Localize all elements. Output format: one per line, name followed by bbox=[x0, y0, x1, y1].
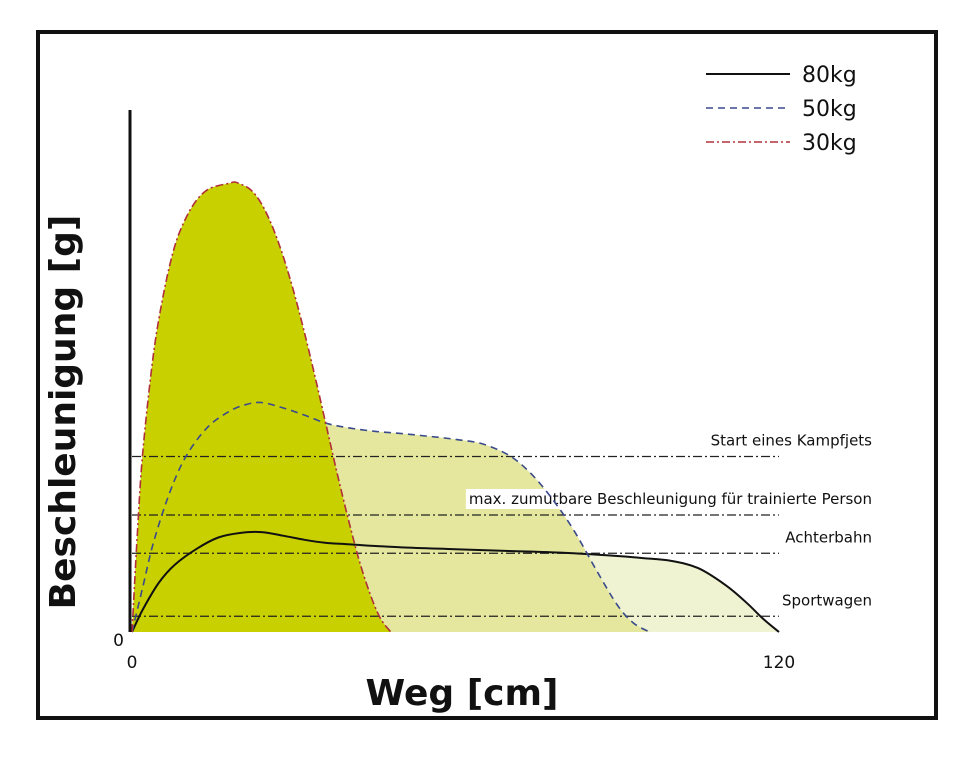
y-tick-0: 0 bbox=[113, 631, 124, 651]
series-line-80kg bbox=[131, 530, 780, 633]
x-axis-label: Weg [cm] bbox=[366, 673, 559, 714]
reference-label-3: Sportwagen bbox=[782, 591, 872, 609]
series-line-30kg bbox=[131, 181, 392, 633]
series-line-50kg bbox=[131, 401, 650, 633]
series-area-30kg bbox=[132, 181, 391, 633]
series-curves bbox=[131, 181, 780, 633]
reference-label-bg-0 bbox=[707, 430, 876, 451]
legend: 80kg 50kg 30kg bbox=[706, 63, 857, 156]
legend-label-80kg: 80kg bbox=[802, 63, 857, 88]
reference-label-bg-2 bbox=[782, 527, 875, 548]
reference-label-1: max. zumutbare Beschleunigung für traini… bbox=[469, 490, 872, 508]
x-tick-120: 120 bbox=[763, 653, 795, 673]
legend-label-50kg: 50kg bbox=[802, 97, 857, 122]
x-tick-0: 0 bbox=[127, 653, 138, 673]
legend-label-30kg: 30kg bbox=[802, 131, 857, 156]
series-fills bbox=[132, 181, 779, 633]
y-axis-label: Beschleunigung [g] bbox=[43, 215, 84, 610]
reference-lines: Start eines Kampfjets max. zumutbare Besc… bbox=[132, 430, 876, 617]
reference-label-bg-1 bbox=[465, 489, 875, 509]
reference-label-bg-3 bbox=[779, 590, 875, 611]
reference-label-0: Start eines Kampfjets bbox=[711, 432, 873, 450]
reference-label-2: Achterbahn bbox=[785, 528, 872, 546]
